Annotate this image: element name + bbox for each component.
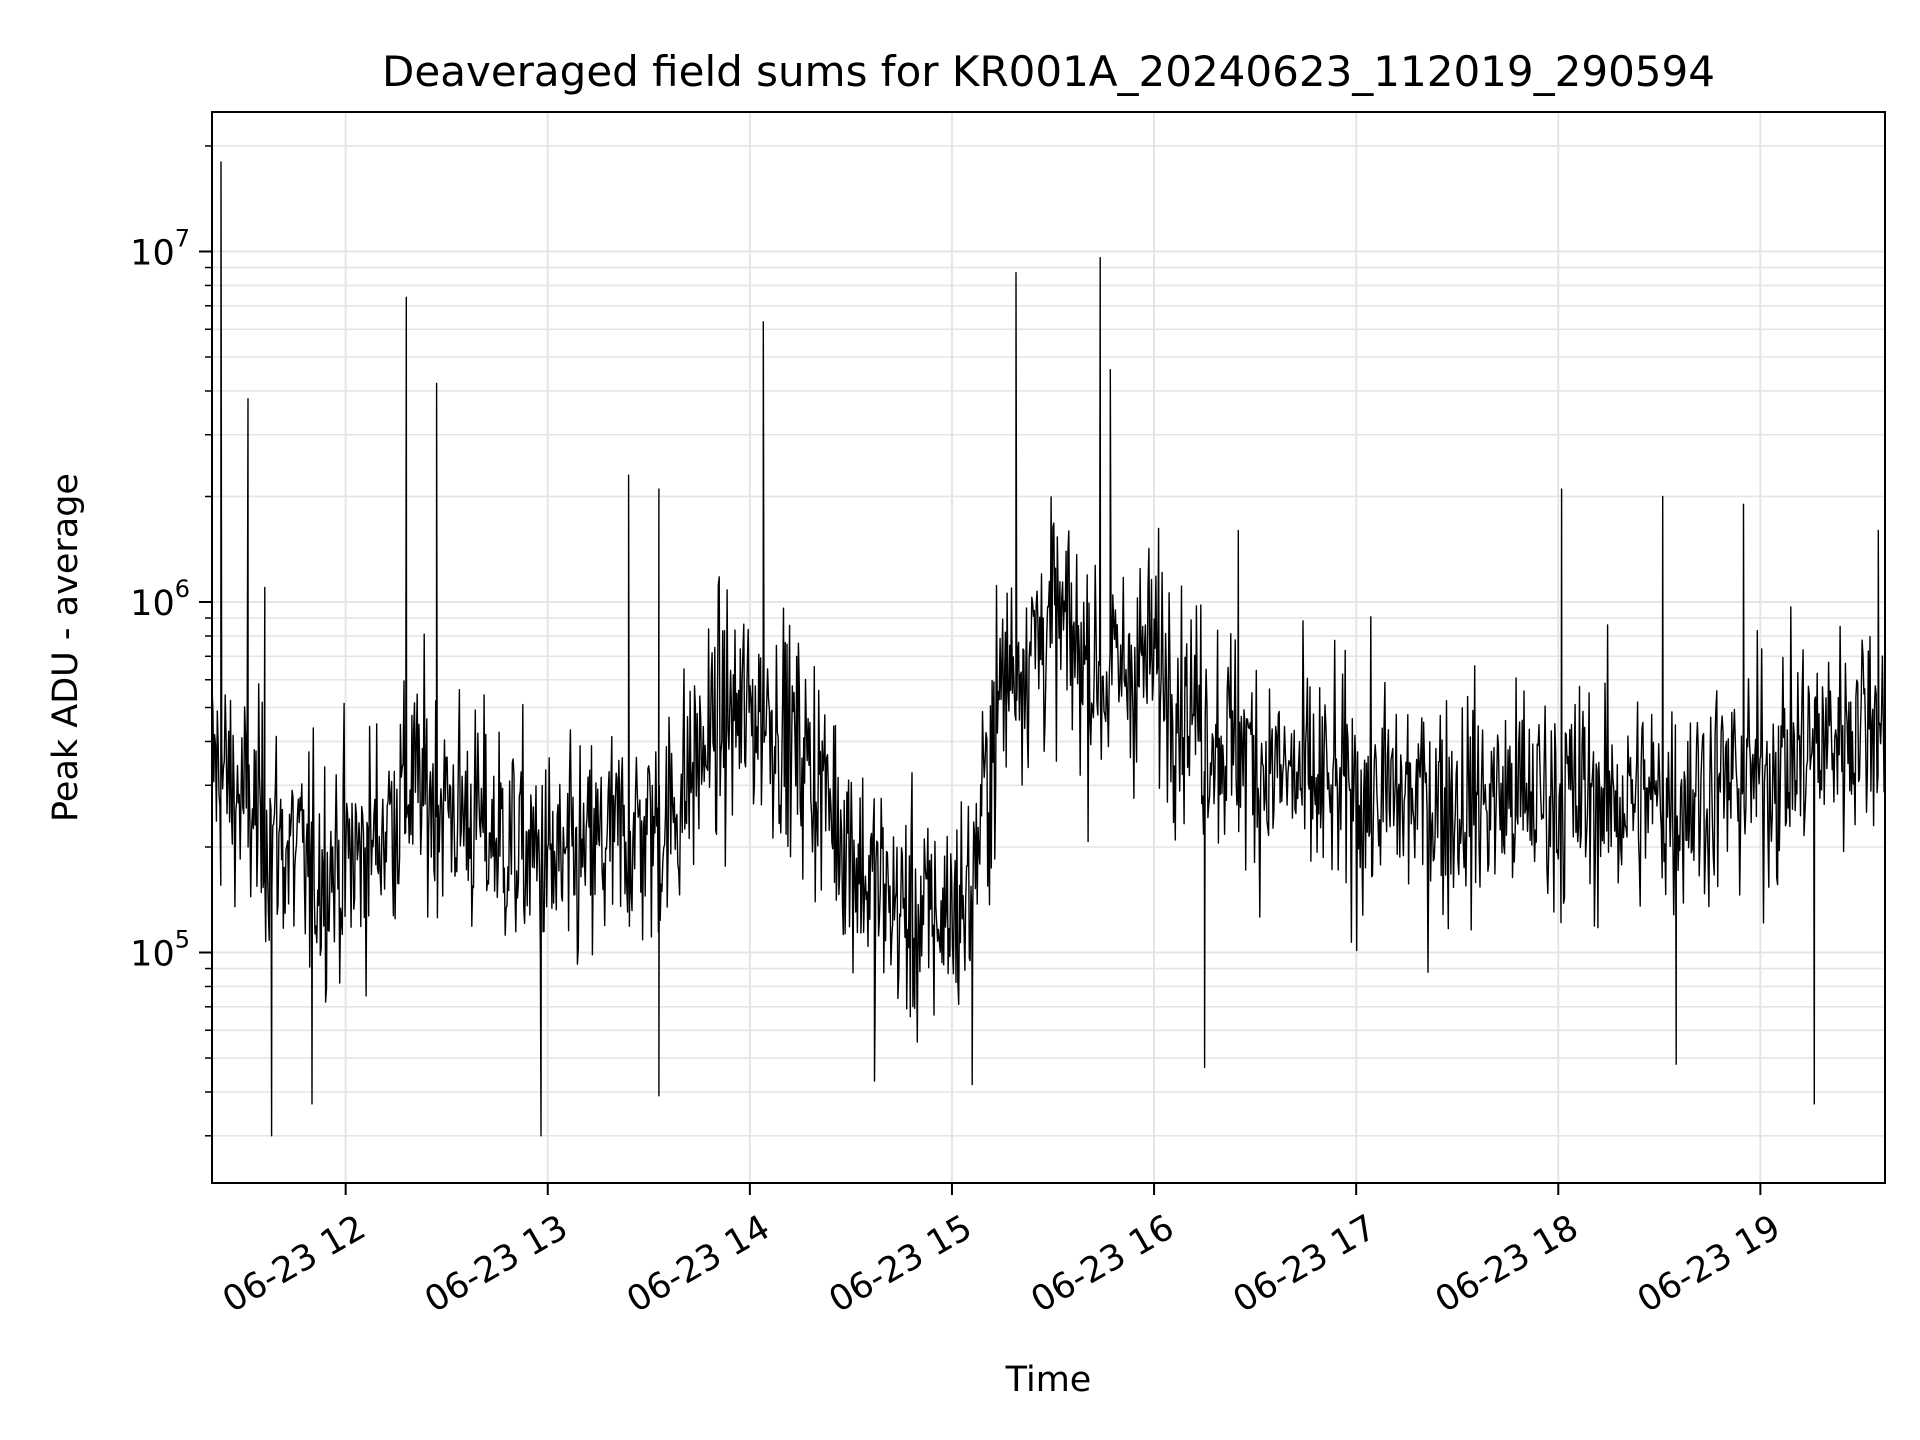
y-axis-label: Peak ADU - average <box>46 473 86 822</box>
plot-frame <box>211 111 1886 1184</box>
chart-title: Deaveraged field sums for KR001A_2024062… <box>382 47 1715 96</box>
x-axis-label: Time <box>1005 1360 1092 1400</box>
y-tick-label: 105 <box>130 926 190 975</box>
y-tick-label: 107 <box>130 224 190 273</box>
series-line <box>211 161 1886 1137</box>
series-line-group <box>211 161 1886 1137</box>
y-axis: 105 106 107 <box>130 145 212 1137</box>
y-tick-label: 106 <box>130 575 190 624</box>
